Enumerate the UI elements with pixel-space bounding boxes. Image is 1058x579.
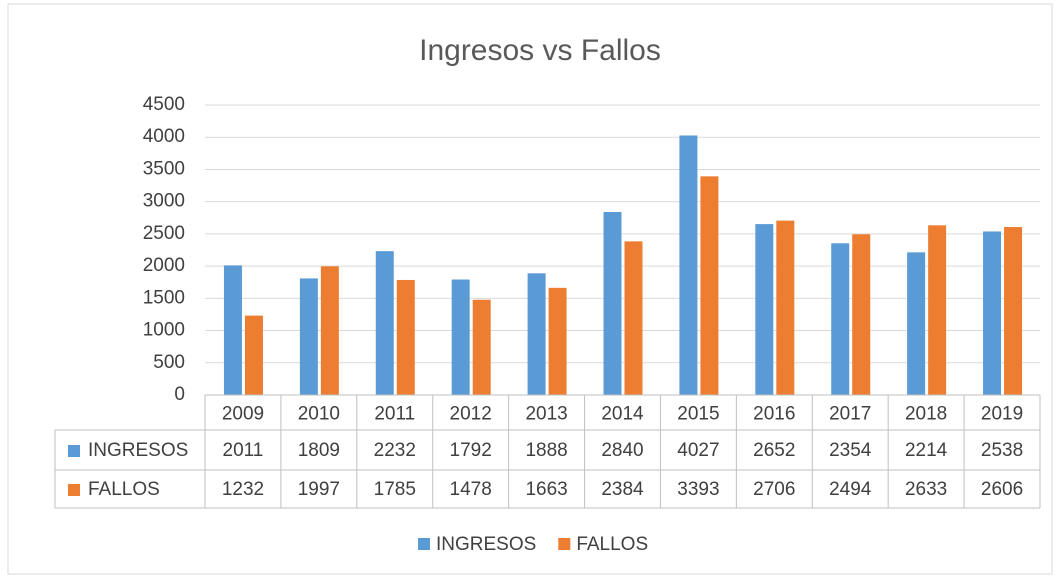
bar	[624, 241, 643, 395]
table-cell: 2232	[374, 440, 416, 461]
bar	[831, 243, 850, 395]
table-cell: 4027	[677, 440, 719, 461]
table-cell: 2706	[753, 479, 795, 500]
table-cell: 2384	[601, 479, 644, 500]
y-tick-label: 2500	[143, 223, 185, 244]
x-tick-label: 2012	[450, 404, 492, 425]
bar	[852, 234, 871, 395]
x-tick-label: 2016	[753, 404, 795, 425]
bar	[527, 273, 546, 395]
bar	[451, 279, 470, 395]
bar	[776, 220, 795, 395]
table-cell: 2494	[829, 479, 872, 500]
table-cell: 2633	[905, 479, 947, 500]
x-tick-label: 2011	[374, 404, 415, 425]
y-tick-label: 0	[174, 384, 185, 405]
table-legend-key	[68, 484, 80, 496]
x-tick-label: 2019	[981, 404, 1023, 425]
bar	[548, 287, 567, 395]
x-tick-label: 2018	[905, 404, 947, 425]
bar	[299, 278, 318, 395]
legend-key	[558, 538, 571, 550]
table-cell: 2538	[981, 440, 1023, 461]
table-cell: 3393	[677, 479, 719, 500]
table-cell: 1785	[374, 479, 416, 500]
table-cell: 2840	[601, 440, 643, 461]
bar	[700, 176, 719, 395]
table-cell: 2354	[829, 440, 872, 461]
x-tick-label: 2014	[601, 404, 644, 425]
bar	[983, 231, 1002, 395]
table-cell: 1792	[450, 440, 492, 461]
legend-label: INGRESOS	[436, 534, 536, 555]
table-cell: 1997	[298, 479, 340, 500]
bar	[755, 224, 774, 395]
table-cell: 2214	[905, 440, 948, 461]
x-tick-label: 2017	[829, 404, 871, 425]
table-series-label: FALLOS	[88, 479, 160, 500]
table-cell: 2606	[981, 479, 1023, 500]
bar	[907, 252, 926, 395]
bar	[223, 265, 242, 395]
x-tick-label: 2010	[298, 404, 340, 425]
x-tick-label: 2015	[677, 404, 719, 425]
y-tick-label: 3000	[143, 191, 185, 212]
bar	[320, 266, 339, 395]
y-tick-label: 4000	[143, 126, 185, 147]
y-tick-label: 3500	[143, 158, 185, 179]
table-cell: 2652	[753, 440, 795, 461]
y-tick-label: 1500	[143, 287, 185, 308]
table-cell: 1663	[525, 479, 567, 500]
bar	[244, 315, 263, 395]
table-legend-key	[68, 445, 80, 457]
bar	[928, 225, 947, 395]
x-tick-label: 2009	[222, 404, 264, 425]
table-cell: 1809	[298, 440, 340, 461]
y-tick-label: 2000	[143, 255, 185, 276]
legend-key	[418, 538, 430, 550]
y-tick-label: 500	[153, 352, 185, 373]
table-cell: 2011	[223, 440, 264, 461]
bar	[375, 251, 394, 395]
bar	[603, 211, 622, 395]
y-tick-label: 1000	[143, 320, 185, 341]
table-cell: 1232	[222, 479, 264, 500]
bar	[396, 279, 415, 395]
bar	[472, 299, 491, 395]
bar	[1004, 227, 1023, 395]
bar	[679, 135, 698, 395]
y-tick-label: 4500	[143, 94, 185, 115]
chart-title: Ingresos vs Fallos	[419, 34, 661, 67]
legend-label: FALLOS	[576, 534, 648, 555]
table-series-label: INGRESOS	[88, 440, 188, 461]
table-cell: 1888	[525, 440, 567, 461]
x-tick-label: 2013	[525, 404, 567, 425]
table-cell: 1478	[450, 479, 492, 500]
